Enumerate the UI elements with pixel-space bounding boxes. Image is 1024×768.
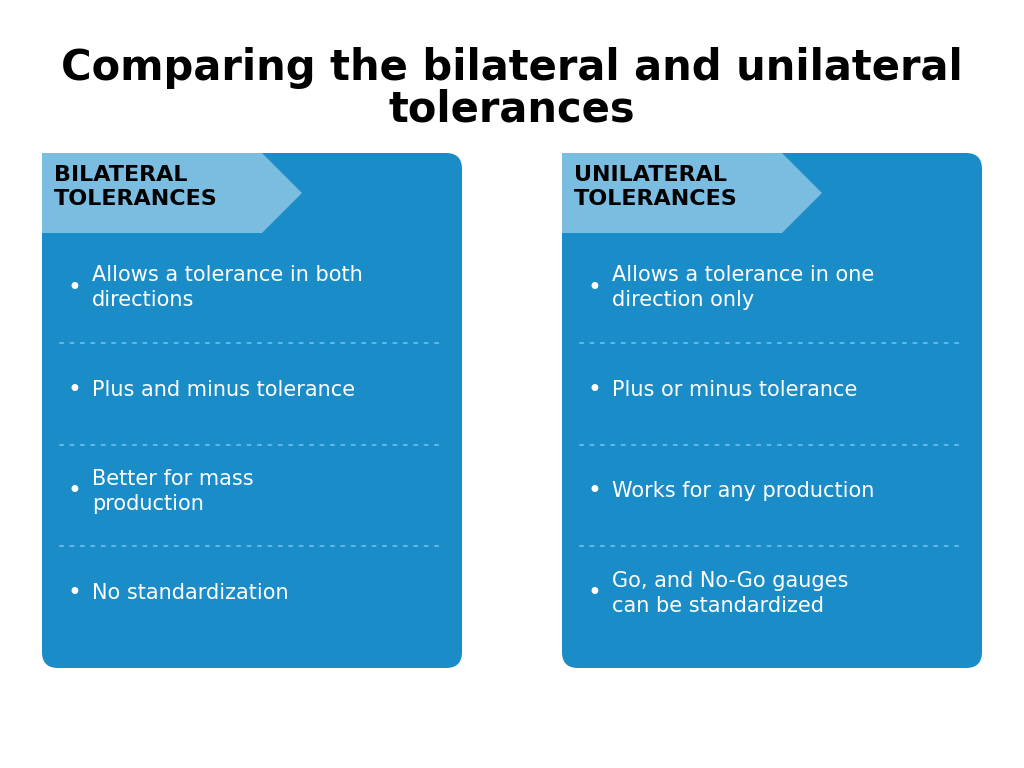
Text: •: • [587, 276, 601, 300]
Text: •: • [587, 581, 601, 605]
Text: BILATERAL
TOLERANCES: BILATERAL TOLERANCES [54, 165, 218, 209]
Text: Works for any production: Works for any production [612, 482, 874, 502]
Text: Allows a tolerance in one
direction only: Allows a tolerance in one direction only [612, 266, 874, 310]
Text: •: • [67, 581, 81, 605]
Text: •: • [587, 378, 601, 402]
Text: No standardization: No standardization [92, 583, 289, 603]
Text: •: • [67, 378, 81, 402]
Text: UNILATERAL
TOLERANCES: UNILATERAL TOLERANCES [574, 165, 737, 209]
Text: •: • [67, 276, 81, 300]
Text: •: • [67, 479, 81, 503]
Text: Go, and No-Go gauges
can be standardized: Go, and No-Go gauges can be standardized [612, 571, 848, 615]
Text: Allows a tolerance in both
directions: Allows a tolerance in both directions [92, 266, 362, 310]
Text: Plus and minus tolerance: Plus and minus tolerance [92, 379, 355, 399]
FancyBboxPatch shape [562, 153, 982, 668]
Text: tolerances: tolerances [389, 89, 635, 131]
Text: Better for mass
production: Better for mass production [92, 469, 254, 514]
Polygon shape [562, 153, 822, 233]
Polygon shape [42, 153, 302, 233]
Text: •: • [587, 479, 601, 503]
Text: Comparing the bilateral and unilateral: Comparing the bilateral and unilateral [61, 47, 963, 89]
Text: Plus or minus tolerance: Plus or minus tolerance [612, 379, 857, 399]
FancyBboxPatch shape [42, 153, 462, 668]
